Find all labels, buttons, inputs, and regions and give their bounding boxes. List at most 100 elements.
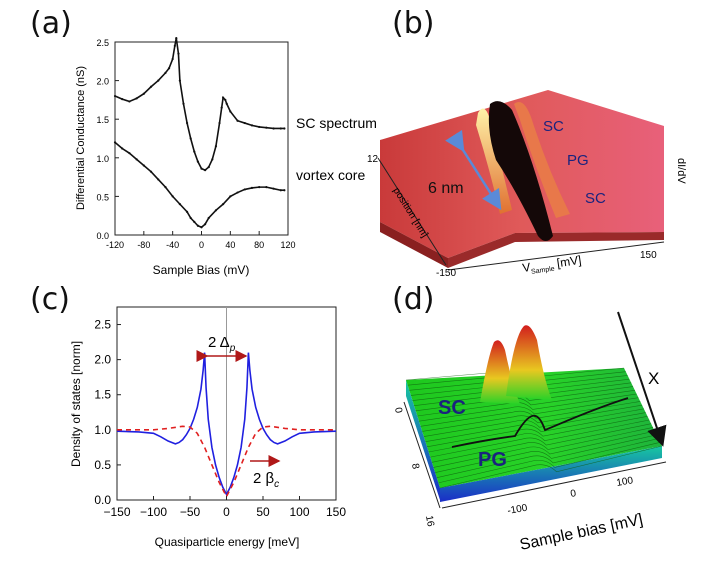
data-point bbox=[113, 141, 117, 144]
panel-d-xlabel: Sample bias [mV] bbox=[518, 511, 644, 554]
waterfall-trace bbox=[433, 430, 655, 468]
data-point bbox=[207, 216, 210, 220]
data-point bbox=[229, 195, 232, 198]
data-point bbox=[173, 44, 176, 47]
panel-a-ylabel: Differential Conductance (nS) bbox=[75, 66, 87, 210]
panel-a-xlabel: Sample Bias (mV) bbox=[153, 263, 250, 277]
data-point bbox=[243, 188, 246, 191]
data-point bbox=[236, 119, 239, 122]
y-tick-label: 2.0 bbox=[96, 77, 109, 87]
data-point bbox=[224, 98, 227, 101]
y-tick-label: 1.0 bbox=[94, 423, 111, 437]
panel-c-y-ticks: 0.0 0.5 1.0 1.5 2.0 2.5 bbox=[94, 318, 121, 507]
data-point bbox=[149, 85, 153, 88]
panel-b-emax: 150 bbox=[640, 250, 657, 261]
panel-c-xlabel: Quasiparticle energy [meV] bbox=[155, 535, 300, 549]
data-point bbox=[185, 121, 189, 125]
panel-d-label: (d) bbox=[392, 282, 435, 317]
x-tick-label: −150 bbox=[103, 505, 130, 519]
data-point bbox=[177, 52, 180, 55]
panel-d-highlight-trace bbox=[451, 397, 629, 448]
data-point bbox=[222, 96, 225, 99]
data-point bbox=[258, 125, 261, 129]
panel-c-x-ticks: −150 −100 −50 0 50 100 150 bbox=[103, 496, 346, 519]
data-point bbox=[214, 145, 218, 148]
y-tick-label: 0.0 bbox=[94, 493, 111, 507]
panel-b-z-label: dI/dV bbox=[675, 158, 687, 184]
data-point bbox=[265, 126, 268, 129]
data-point bbox=[200, 167, 203, 170]
data-point bbox=[283, 127, 286, 130]
x-tick-label: 120 bbox=[280, 240, 295, 250]
y-tick-label: 2.5 bbox=[94, 318, 111, 332]
waterfall-trace bbox=[439, 445, 663, 489]
y-tick-label: 1.5 bbox=[94, 388, 111, 402]
data-point bbox=[214, 209, 218, 212]
data-point bbox=[193, 150, 196, 153]
data-point bbox=[178, 203, 181, 206]
panel-b-label: (b) bbox=[392, 6, 435, 41]
y-tick-label: 0.0 bbox=[96, 231, 109, 241]
data-point bbox=[222, 203, 225, 206]
data-point bbox=[121, 147, 124, 150]
panel-d-xtick-zero: 0 bbox=[570, 488, 578, 500]
waterfall-trace bbox=[438, 441, 661, 484]
data-point bbox=[218, 121, 221, 125]
x-tick-label: −50 bbox=[180, 505, 201, 519]
x-tick-label: 0 bbox=[199, 240, 204, 250]
x-tick-label: 0 bbox=[223, 505, 230, 519]
data-point bbox=[196, 160, 199, 163]
waterfall-trace bbox=[420, 401, 641, 427]
data-point bbox=[121, 98, 124, 101]
y-tick-label: 0.5 bbox=[94, 458, 111, 472]
data-point bbox=[272, 127, 275, 130]
data-point bbox=[211, 158, 214, 161]
data-point bbox=[128, 152, 131, 155]
waterfall-trace bbox=[428, 419, 650, 453]
data-point bbox=[149, 170, 153, 173]
panel-d-x-axis bbox=[441, 461, 667, 509]
x-tick-label: 80 bbox=[254, 240, 264, 250]
panel-b-label-pg: PG bbox=[567, 152, 589, 169]
panel-b-energy-label: VSample[mV] bbox=[521, 253, 582, 277]
panel-d-ytick-0: 0 bbox=[392, 407, 404, 415]
panel-b-scale-arrow bbox=[445, 129, 502, 211]
data-point bbox=[189, 137, 192, 140]
pseudogap-line bbox=[117, 425, 336, 499]
panel-a-series bbox=[113, 37, 286, 229]
waterfall-trace bbox=[436, 438, 659, 479]
panel-b-scale-label: 6 nm bbox=[428, 180, 464, 197]
panel-b-gap-trench bbox=[488, 101, 553, 241]
panel-d-x-label: X bbox=[648, 369, 659, 388]
data-point bbox=[258, 186, 261, 189]
panel-d-x-arrow bbox=[617, 311, 667, 447]
data-point bbox=[220, 106, 223, 109]
waterfall-trace bbox=[435, 434, 657, 473]
data-point bbox=[200, 226, 203, 229]
data-point bbox=[250, 186, 254, 190]
y-tick-label: 2.0 bbox=[94, 353, 111, 367]
x-tick-label: -80 bbox=[137, 240, 150, 250]
panel-c-delta-label: 2 Δp bbox=[208, 334, 236, 354]
data-point bbox=[135, 97, 138, 100]
waterfall-trace bbox=[423, 408, 644, 437]
data-point bbox=[171, 195, 174, 198]
data-point bbox=[157, 79, 160, 82]
data-point bbox=[175, 37, 178, 40]
data-point bbox=[167, 67, 171, 70]
panel-b-label-sc-bottom: SC bbox=[585, 190, 606, 207]
panel-b-side-right bbox=[448, 232, 664, 268]
data-point bbox=[193, 220, 196, 223]
y-tick-label: 1.5 bbox=[96, 115, 109, 125]
panel-d-side-left bbox=[406, 380, 440, 500]
data-point bbox=[189, 216, 192, 220]
panel-c-beta-label: 2 βc bbox=[253, 470, 279, 490]
panel-d-waterfall: X SC PG 0 8 16 -100 0 100 Sample bias [m… bbox=[392, 311, 667, 554]
data-point bbox=[204, 169, 207, 172]
x-tick-label: −100 bbox=[140, 505, 167, 519]
panel-d-side-front bbox=[440, 446, 662, 502]
panel-d-y-axis bbox=[403, 401, 441, 509]
panel-b-coherence-ridge-right bbox=[514, 102, 570, 218]
y-tick-label: 1.0 bbox=[96, 154, 109, 164]
